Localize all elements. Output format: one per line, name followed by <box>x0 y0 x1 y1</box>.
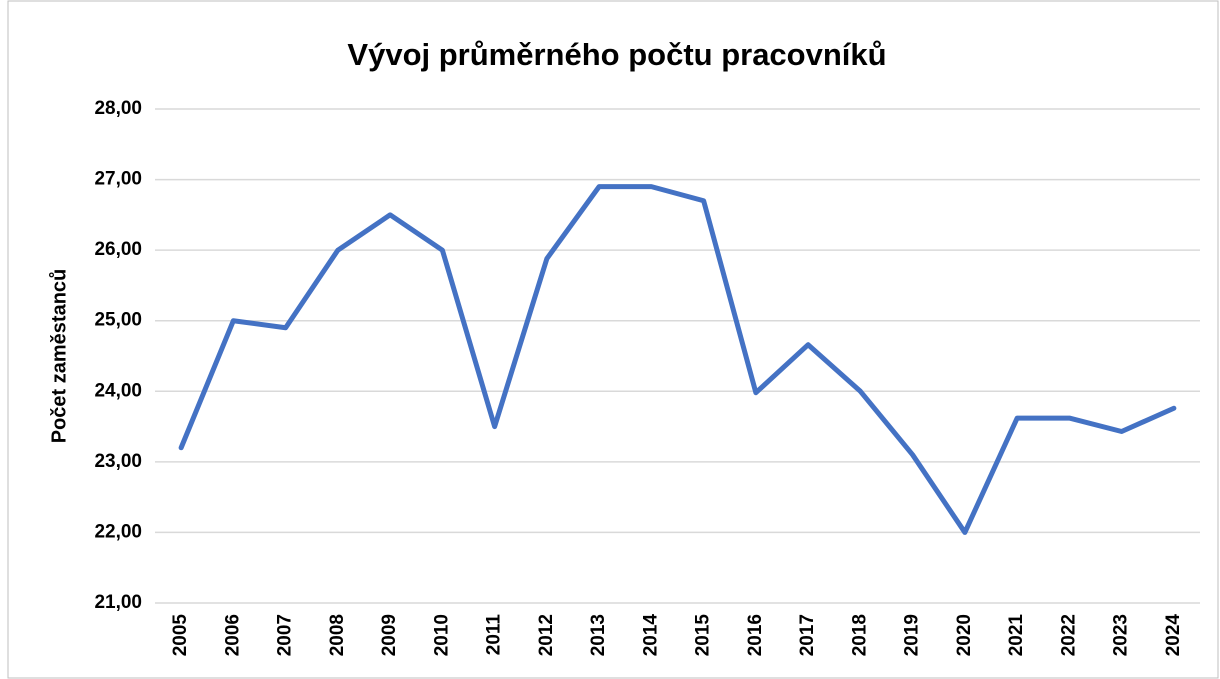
x-tick-label: 2023 <box>1111 614 1132 656</box>
x-tick-label: 2006 <box>222 614 243 656</box>
chart-border <box>7 0 1219 679</box>
x-tick-label: 2014 <box>640 614 661 657</box>
y-tick-label: 27,00 <box>94 169 142 190</box>
y-tick-label: 23,00 <box>94 451 142 472</box>
x-tick-label: 2020 <box>954 614 975 656</box>
y-tick-label: 28,00 <box>94 98 142 119</box>
x-tick-label: 2013 <box>588 614 609 656</box>
chart-title: Vývoj průměrného počtu pracovníků <box>347 37 886 72</box>
x-tick-label: 2017 <box>797 614 818 656</box>
x-tick-label: 2005 <box>170 614 191 657</box>
x-tick-label: 2022 <box>1058 614 1079 656</box>
x-tick-label: 2007 <box>275 614 296 656</box>
y-tick-label: 24,00 <box>94 380 142 401</box>
x-tick-label: 2012 <box>536 614 557 656</box>
x-tick-label: 2009 <box>379 614 400 656</box>
x-tick-label: 2018 <box>849 614 870 656</box>
x-tick-label: 2021 <box>1006 614 1027 657</box>
line-series <box>178 184 1177 535</box>
x-tick-label: 2019 <box>902 614 923 656</box>
x-tick-label: 2015 <box>693 614 714 657</box>
x-tick-label: 2010 <box>431 614 452 656</box>
y-axis-label: Počet zaměstanců <box>48 269 70 444</box>
x-tick-label: 2011 <box>484 614 505 656</box>
y-tick-label: 25,00 <box>94 310 142 331</box>
x-tick-label: 2024 <box>1163 614 1184 657</box>
x-tick-label: 2008 <box>327 614 348 656</box>
y-tick-label: 21,00 <box>94 592 142 613</box>
y-tick-label: 26,00 <box>94 239 142 260</box>
y-tick-label: 22,00 <box>94 521 142 542</box>
x-tick-label: 2016 <box>745 614 766 656</box>
